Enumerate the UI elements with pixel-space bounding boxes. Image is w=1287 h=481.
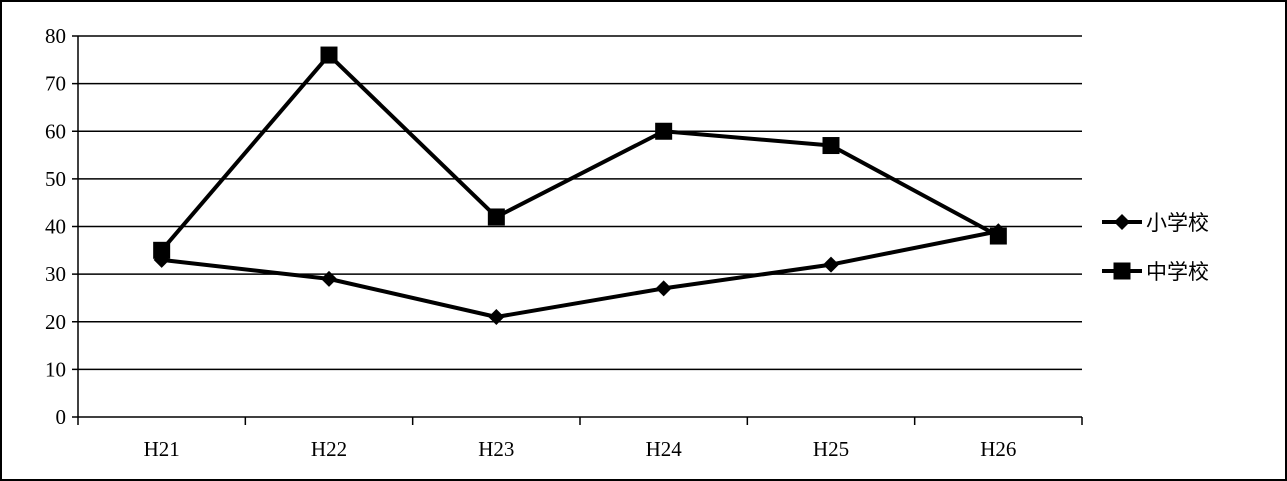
x-tick-label-h22: H22 [311, 437, 347, 461]
series-lines [153, 46, 1007, 325]
y-tick-label: 40 [45, 215, 66, 239]
y-tick-label: 0 [56, 405, 67, 429]
legend-marker-square [1113, 262, 1131, 280]
series-line-1 [160, 53, 1000, 252]
data-point-square [487, 208, 505, 226]
x-tick-label-h26: H26 [980, 437, 1016, 461]
legend-label-1: 中学校 [1146, 260, 1209, 284]
gridlines [78, 35, 1082, 371]
y-tick-label: 10 [45, 357, 66, 381]
x-tick-label-h23: H23 [478, 437, 514, 461]
x-tick-label-h21: H21 [144, 437, 180, 461]
legend-label-0: 小学校 [1146, 211, 1209, 235]
data-point-square [822, 137, 840, 155]
y-tick-label: 20 [45, 310, 66, 334]
data-point-diamond [823, 256, 839, 273]
y-tick-label: 30 [45, 262, 66, 286]
series-line-0 [161, 229, 999, 319]
data-point-square [153, 241, 171, 259]
data-point-square [320, 46, 338, 64]
data-point-diamond [488, 308, 505, 325]
data-point-diamond [321, 270, 337, 287]
data-point-square [989, 227, 1007, 245]
y-tick-label: 70 [45, 72, 66, 96]
axes: 0 10 20 30 40 50 60 70 80 H21 H22 H23 H24 H25 H26 [45, 24, 1083, 461]
y-tick-label: 50 [45, 167, 66, 191]
data-point-square [655, 122, 673, 140]
x-tick-label-h24: H24 [646, 437, 683, 461]
legend-marker-diamond [1114, 214, 1130, 230]
x-tick-label-h25: H25 [813, 437, 849, 461]
y-tick-label: 60 [45, 119, 66, 143]
data-point-diamond [655, 280, 672, 297]
y-tick-label: 80 [45, 24, 66, 48]
